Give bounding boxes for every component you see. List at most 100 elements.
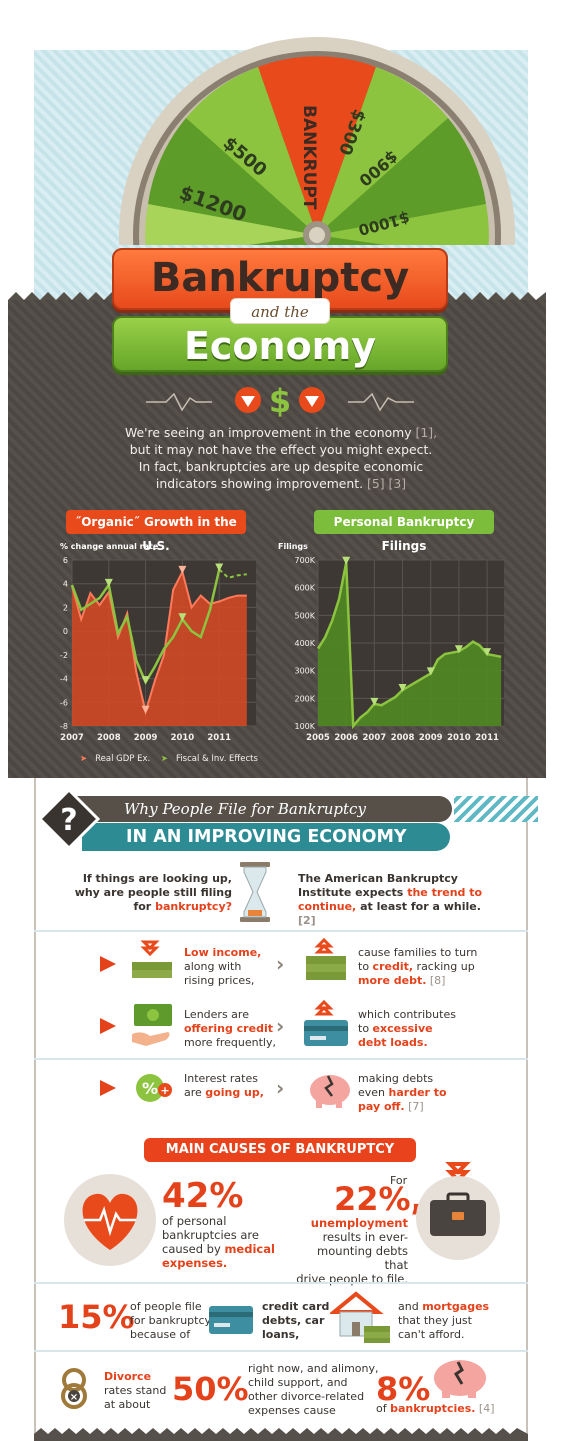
row3-left: Interest rates are going up, — [184, 1072, 264, 1100]
fiscal-marker — [141, 676, 150, 685]
y-tick-label: 300K — [294, 667, 315, 676]
filings-marker — [342, 556, 351, 565]
row3-ref: [7] — [408, 1100, 424, 1113]
credit-line-1: of people file — [130, 1300, 202, 1313]
question-mark-icon: ? — [38, 788, 100, 850]
x-tick-label: 2011 — [475, 733, 499, 743]
mortgage-line-1: and — [398, 1300, 419, 1313]
left-chart-title: ˝Organic˝ Growth in the U.S. — [66, 510, 246, 553]
chart-legend: ➤ Real GDP Ex. ➤ Fiscal & Inv. Effects — [80, 754, 266, 764]
x-tick-label: 2009 — [134, 733, 158, 743]
filings-marker — [454, 645, 463, 654]
main-causes-title: MAIN CAUSES OF BANKRUPTCY — [144, 1138, 416, 1162]
divorce-line-2: at about — [104, 1398, 151, 1411]
credit-line-2: for bankruptcy — [130, 1314, 212, 1327]
chevron-right-icon: › — [276, 952, 285, 976]
intro-line-2: but it may not have the effect you might… — [129, 442, 433, 457]
divider — [34, 1058, 528, 1060]
row1-right: cause families to turn to credit, rackin… — [358, 946, 477, 988]
y-tick-label: 600K — [294, 584, 315, 593]
medical-red-2: expenses. — [162, 1256, 228, 1270]
row2-right-red-1: excessive — [372, 1022, 433, 1035]
abi-note: The American Bankruptcy Institute expect… — [298, 872, 498, 928]
y-tick-label: 4 — [63, 580, 68, 589]
filings-area — [318, 562, 502, 726]
row3-right-line-1: making debts — [358, 1072, 434, 1085]
intro-line-4: indicators showing improvement. — [155, 476, 364, 491]
briefcase-icon — [416, 1162, 500, 1260]
credit-card-icon — [304, 1000, 348, 1046]
x-tick-label: 2006 — [334, 733, 358, 743]
row2-right-line-2: to — [358, 1022, 370, 1035]
y-tick-label: 200K — [294, 694, 315, 703]
left-axis-caption: % change annual rate — [60, 542, 159, 551]
fiscal-projection-line — [218, 568, 247, 579]
row1-right-red-2: more debt. — [358, 974, 427, 987]
wheel-icon: BANKRUPT $1200 $500 $300 $900 $1000 — [119, 37, 515, 245]
title-economy: Economy — [183, 324, 377, 368]
title-and-the: and the — [230, 298, 330, 324]
abi-line-1: The American Bankruptcy — [298, 872, 458, 885]
svg-text:+: + — [160, 1084, 169, 1097]
svg-text:?: ? — [60, 803, 77, 838]
row3-left-line-2: are — [184, 1086, 202, 1099]
credit-red-1: credit card — [262, 1300, 330, 1313]
gdp-line — [71, 569, 247, 716]
mortgage-red: mortgages — [422, 1300, 490, 1313]
x-tick-label: 2005 — [306, 733, 330, 743]
credit-red: credit card debts, car loans, — [262, 1300, 329, 1342]
row2-left-line-1: Lenders are — [184, 1008, 249, 1021]
percent-icon: % + — [136, 1074, 172, 1102]
row-arrow — [100, 956, 116, 972]
left-border — [34, 778, 36, 1441]
divorce-costs-line-3: other divorce-related — [248, 1390, 365, 1403]
row3-left-red: going up, — [205, 1086, 264, 1099]
credit-text: of people file for bankruptcy because of — [130, 1300, 211, 1342]
intro-ref-1: [1], — [415, 425, 438, 440]
divorce-of: of — [376, 1402, 387, 1415]
filings-marker — [426, 667, 435, 676]
chevron-right-icon: › — [276, 1014, 285, 1038]
y-tick-label: 6 — [63, 556, 68, 565]
y-tick-label: 700K — [294, 556, 315, 565]
x-tick-label: 2011 — [207, 733, 231, 743]
divorce-red: Divorce — [104, 1370, 152, 1383]
divorce-costs: right now, and alimony, child support, a… — [248, 1362, 379, 1418]
fiscal-marker — [178, 613, 187, 622]
x-tick-label: 2007 — [363, 733, 387, 743]
x-tick-label: 2010 — [171, 733, 195, 743]
row2-left-line-3: more frequently, — [184, 1036, 276, 1049]
fiscal-marker — [215, 563, 224, 572]
money-stack-icon — [306, 938, 346, 980]
header-stripes — [454, 796, 538, 822]
unemp-line-1: results in ever- — [322, 1230, 408, 1244]
cash-hand-icon — [132, 1004, 172, 1046]
divider — [34, 930, 528, 932]
title-bankruptcy: Bankruptcy — [150, 255, 410, 301]
house-icon — [330, 1291, 390, 1343]
row-arrow — [100, 1080, 116, 1096]
x-tick-label: 2009 — [419, 733, 443, 743]
unemp-line-2: mounting debts that — [317, 1244, 408, 1272]
row2-left: Lenders are offering credit more frequen… — [184, 1008, 276, 1050]
row3-right: making debts even harder to pay off. [7] — [358, 1072, 447, 1114]
why-question-line-2: why are people still filing — [74, 886, 232, 899]
divorce-percent: 50% — [172, 1370, 249, 1408]
y-tick-label: -4 — [60, 675, 68, 684]
medical-percent: 42% — [162, 1176, 244, 1216]
medical-red: medical — [224, 1242, 275, 1256]
improving-economy-heading: IN AN IMPROVING ECONOMY — [82, 823, 450, 851]
svg-text:%: % — [142, 1079, 158, 1098]
credit-red-2: debts, car — [262, 1314, 325, 1327]
row1-right-line-2: to — [358, 960, 370, 973]
legend-label-gdp: Real GDP Ex. — [95, 754, 151, 764]
filings-chart: 700K 600K 500K 400K 300K 200K 100K 2005 2006 2007… — [294, 556, 504, 743]
credit-percent: 15% — [58, 1298, 135, 1336]
row3-right-red-2: pay off. — [358, 1100, 405, 1113]
money-stack-icon — [132, 940, 172, 978]
row1-left-red: Low income, — [184, 946, 262, 959]
row1-right-red-1: credit, — [372, 960, 414, 973]
unemp-for: For — [390, 1174, 408, 1187]
x-tick-label: 2010 — [447, 733, 471, 743]
medical-line-3: caused by — [162, 1242, 221, 1256]
